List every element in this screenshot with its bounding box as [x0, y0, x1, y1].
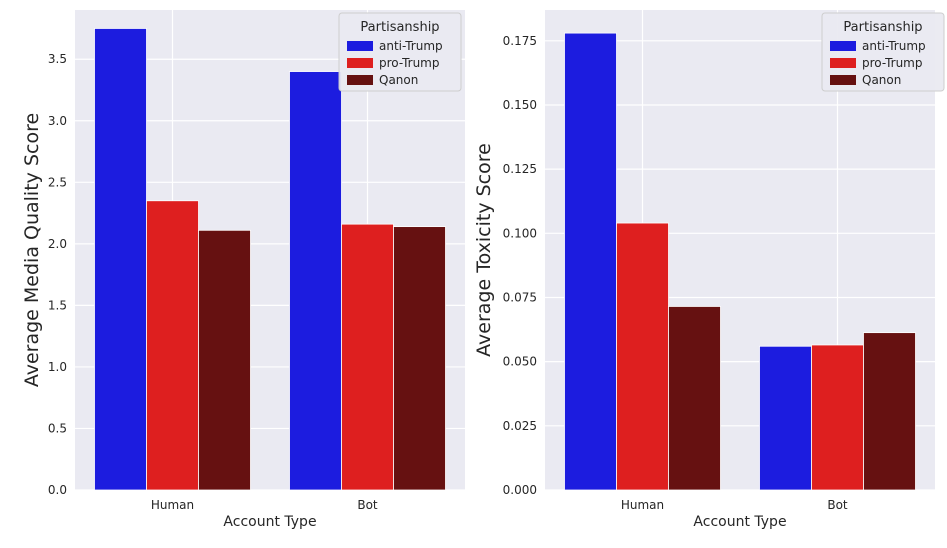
- legend-entry: anti-Trump: [379, 39, 443, 53]
- x-tick-label: Bot: [357, 498, 378, 512]
- legend-title: Partisanship: [843, 20, 922, 35]
- y-axis-title: Average Media Quality Score: [21, 113, 43, 387]
- y-tick-label: 2.5: [48, 175, 67, 189]
- x-tick-label: Human: [151, 498, 194, 512]
- legend: Partisanship anti-Trump pro-Trump Qanon: [338, 12, 462, 92]
- x-axis-title: Account Type: [693, 514, 786, 530]
- y-tick-label: 1.5: [48, 298, 67, 312]
- legend: Partisanship anti-Trump pro-Trump Qanon: [821, 12, 945, 92]
- y-tick-label: 0.175: [503, 34, 537, 48]
- bar-anti-trump-human: [564, 32, 617, 491]
- bar-qanon-human: [198, 229, 251, 491]
- legend-entry: Qanon: [379, 73, 418, 87]
- legend-box: [338, 12, 462, 92]
- legend-swatch: [347, 41, 373, 51]
- y-tick-label: 0.000: [503, 483, 537, 497]
- x-tick-label: Bot: [827, 498, 848, 512]
- y-tick-label: 0.025: [503, 419, 537, 433]
- y-tick-label: 0.5: [48, 421, 67, 435]
- y-tick-label: 0.100: [503, 226, 537, 240]
- bar-pro-trump-human: [146, 200, 199, 491]
- x-tick-label: Human: [621, 498, 664, 512]
- legend-title: Partisanship: [360, 20, 439, 35]
- bar-anti-trump-bot: [759, 345, 812, 491]
- y-tick-label: 2.0: [48, 237, 67, 251]
- chart-panel-1: 0.0 0.5 1.0 1.5 2.0 2.5 3.0 3.5 Human Bot Account …: [21, 10, 465, 530]
- bar-pro-trump-bot: [811, 344, 864, 491]
- y-tick-label: 0.150: [503, 98, 537, 112]
- legend-swatch: [830, 75, 856, 85]
- bar-qanon-human: [668, 306, 721, 491]
- bar-pro-trump-bot: [341, 223, 394, 491]
- legend-entry: pro-Trump: [862, 56, 923, 70]
- legend-entry: pro-Trump: [379, 56, 440, 70]
- bar-pro-trump-human: [616, 222, 669, 491]
- legend-box: [821, 12, 945, 92]
- legend-entry: Qanon: [862, 73, 901, 87]
- y-tick-label: 0.125: [503, 162, 537, 176]
- y-tick-label: 0.0: [48, 483, 67, 497]
- y-tick-label: 1.0: [48, 360, 67, 374]
- x-axis-title: Account Type: [223, 514, 316, 530]
- legend-swatch: [830, 41, 856, 51]
- y-tick-label: 0.050: [503, 355, 537, 369]
- legend-swatch: [347, 58, 373, 68]
- legend-entry: anti-Trump: [862, 39, 926, 53]
- y-axis-title: Average Toxicity Score: [473, 143, 495, 357]
- y-tick-label: 3.0: [48, 114, 67, 128]
- y-tick-label: 3.5: [48, 52, 67, 66]
- bar-qanon-bot: [863, 332, 916, 491]
- bar-anti-trump-human: [94, 28, 147, 491]
- bar-qanon-bot: [393, 226, 446, 491]
- legend-swatch: [347, 75, 373, 85]
- y-tick-label: 0.075: [503, 290, 537, 304]
- bar-anti-trump-bot: [289, 71, 342, 491]
- chart-panel-2: 0.000 0.025 0.050 0.075 0.100 0.125 0.150 0.175…: [473, 10, 945, 530]
- legend-swatch: [830, 58, 856, 68]
